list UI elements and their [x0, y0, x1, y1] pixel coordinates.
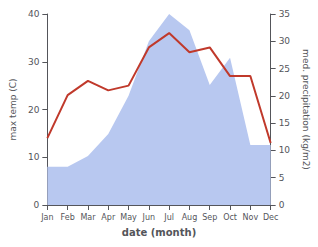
svg-text:Nov: Nov [243, 213, 259, 222]
svg-text:15: 15 [279, 118, 290, 128]
svg-text:Jan: Jan [40, 213, 53, 222]
svg-text:30: 30 [28, 57, 40, 67]
svg-text:Oct: Oct [223, 213, 237, 222]
svg-text:Jun: Jun [142, 213, 156, 222]
svg-text:20: 20 [28, 105, 40, 115]
svg-text:30: 30 [279, 36, 291, 46]
svg-text:Mar: Mar [80, 213, 96, 222]
svg-text:Jul: Jul [163, 213, 174, 222]
svg-text:Aug: Aug [182, 213, 198, 222]
svg-text:Apr: Apr [101, 213, 116, 222]
svg-text:0: 0 [34, 200, 40, 210]
svg-text:May: May [120, 213, 137, 222]
svg-text:med. precipitation (kg/m2): med. precipitation (kg/m2) [301, 49, 311, 170]
svg-text:date (month): date (month) [122, 227, 196, 238]
svg-text:max temp (C): max temp (C) [8, 78, 18, 140]
svg-text:10: 10 [279, 145, 291, 155]
svg-text:25: 25 [279, 64, 290, 74]
svg-text:40: 40 [28, 9, 40, 19]
svg-text:10: 10 [28, 152, 40, 162]
svg-text:35: 35 [279, 9, 290, 19]
svg-text:Feb: Feb [61, 213, 75, 222]
svg-text:5: 5 [279, 173, 285, 183]
svg-text:20: 20 [279, 91, 291, 101]
svg-text:Sep: Sep [202, 213, 217, 222]
svg-text:Dec: Dec [263, 213, 278, 222]
svg-text:0: 0 [279, 200, 285, 210]
